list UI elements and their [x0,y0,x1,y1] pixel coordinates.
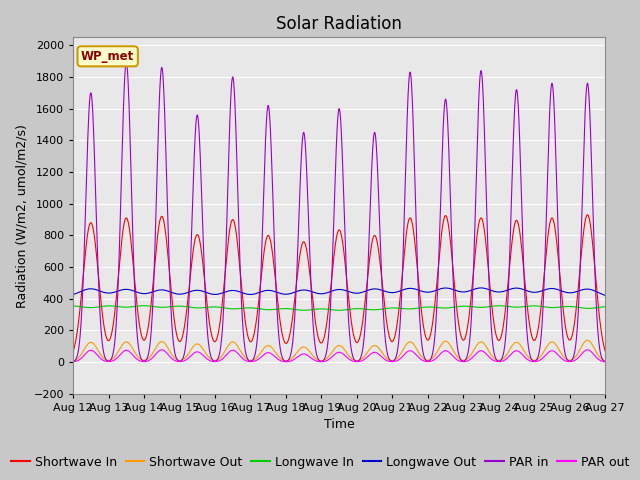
Legend: Shortwave In, Shortwave Out, Longwave In, Longwave Out, PAR in, PAR out: Shortwave In, Shortwave Out, Longwave In… [6,451,634,474]
Y-axis label: Radiation (W/m2, umol/m2/s): Radiation (W/m2, umol/m2/s) [15,124,28,308]
Text: WP_met: WP_met [81,50,134,63]
Title: Solar Radiation: Solar Radiation [276,15,402,33]
X-axis label: Time: Time [324,419,355,432]
